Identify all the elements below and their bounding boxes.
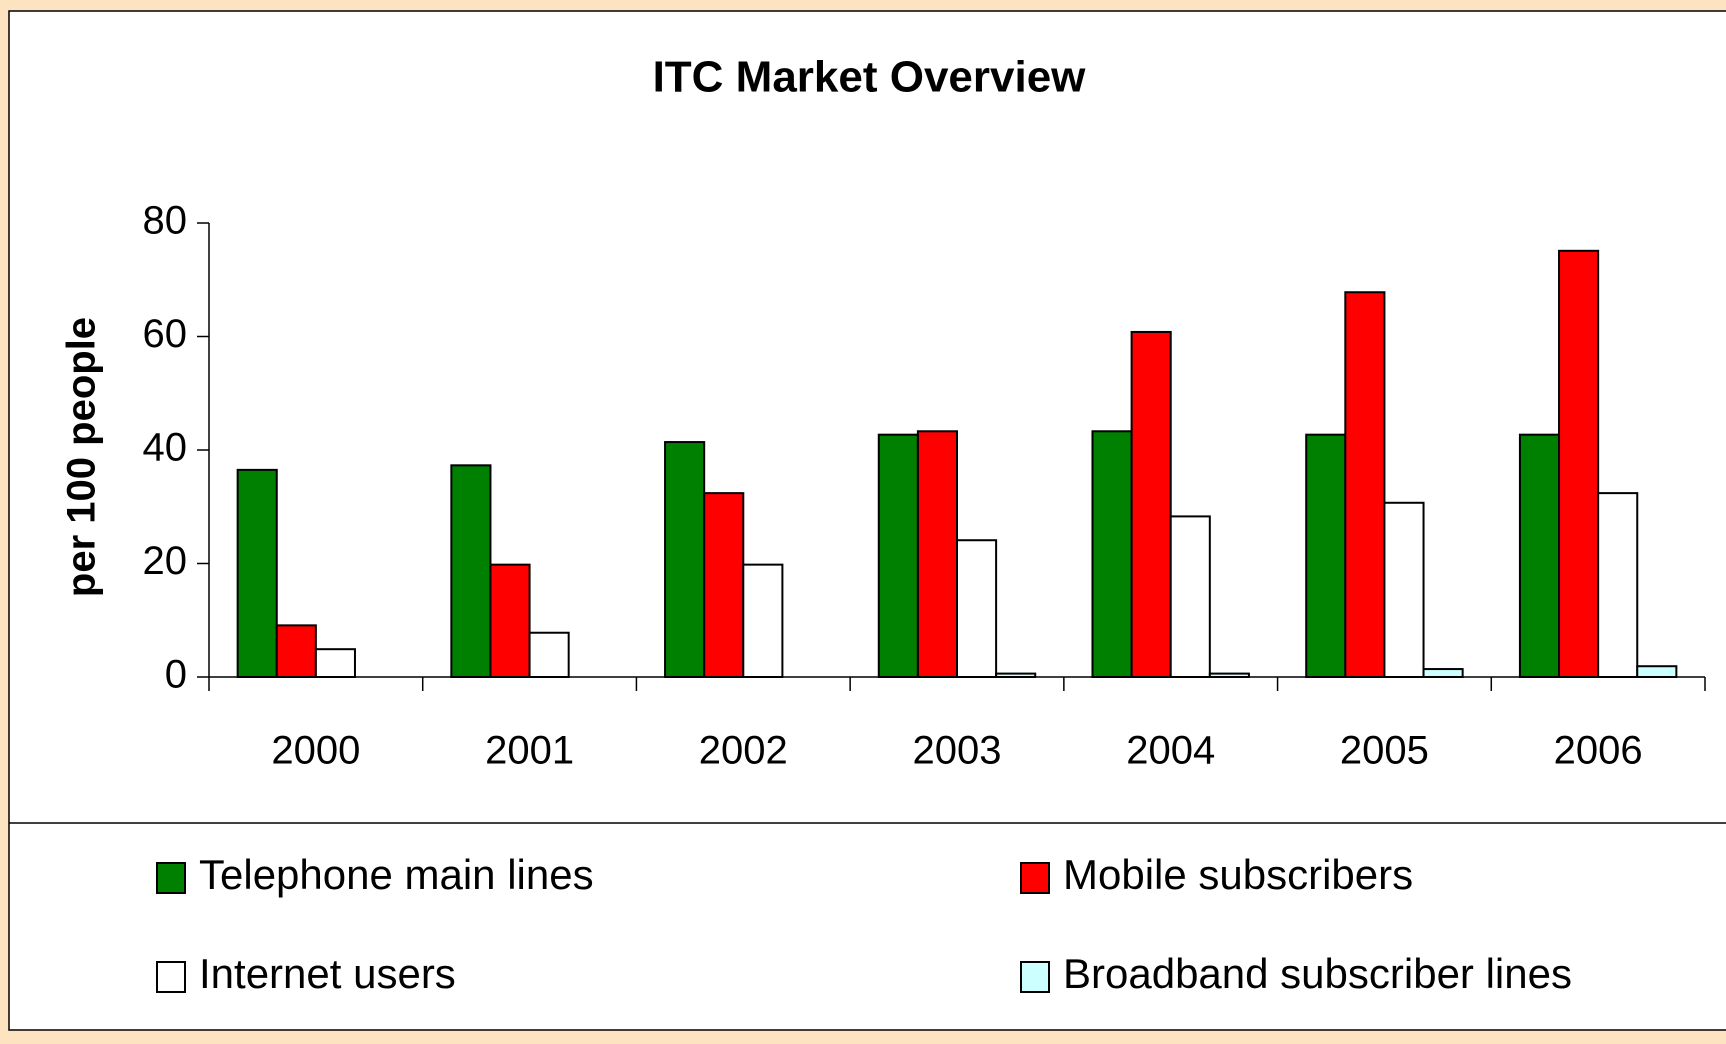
- legend-label: Broadband subscriber lines: [1063, 950, 1572, 997]
- legend-label: Mobile subscribers: [1063, 851, 1413, 898]
- x-tick-label: 2002: [699, 729, 788, 773]
- bar: [1636, 665, 1678, 679]
- chart-area: [8, 10, 1726, 1031]
- bar: [1383, 501, 1425, 678]
- y-tick-label: 0: [165, 653, 187, 697]
- y-tick-label: 60: [143, 312, 188, 356]
- bar: [877, 433, 919, 678]
- bar: [703, 492, 745, 678]
- legend-swatch: [1020, 862, 1050, 894]
- bar: [1344, 291, 1386, 678]
- bar: [664, 441, 706, 678]
- bar: [1305, 433, 1347, 678]
- bar: [742, 563, 784, 679]
- bar: [236, 468, 278, 678]
- bar: [956, 539, 998, 678]
- bar: [528, 631, 570, 678]
- chart-title: ITC Market Overview: [653, 53, 1087, 102]
- bar: [1130, 330, 1172, 678]
- y-tick-label: 20: [143, 539, 188, 583]
- bar: [995, 672, 1037, 678]
- bar: [275, 624, 317, 678]
- bar: [1558, 249, 1600, 678]
- legend-label: Internet users: [199, 950, 456, 997]
- y-axis-label: per 100 people: [60, 317, 104, 597]
- bar: [489, 563, 531, 679]
- x-tick-label: 2000: [271, 729, 360, 773]
- legend-swatch: [156, 961, 186, 993]
- x-tick-label: 2006: [1554, 729, 1643, 773]
- legend-label: Telephone main lines: [199, 851, 594, 898]
- bar: [1518, 433, 1561, 678]
- x-tick-label: 2001: [485, 729, 574, 773]
- x-tick-label: 2004: [1126, 729, 1215, 773]
- legend-swatch: [156, 862, 186, 894]
- y-tick-label: 80: [143, 199, 188, 243]
- x-tick-label: 2003: [913, 729, 1002, 773]
- y-tick-label: 40: [143, 426, 188, 470]
- bar: [1091, 430, 1133, 678]
- bar: [1169, 515, 1211, 679]
- x-tick-label: 2005: [1340, 729, 1429, 773]
- bar: [450, 464, 492, 679]
- bar: [314, 648, 356, 679]
- bar: [1597, 492, 1639, 678]
- bar: [1208, 672, 1250, 678]
- bar: [1422, 668, 1464, 678]
- legend-swatch: [1020, 961, 1050, 993]
- bar: [916, 430, 958, 678]
